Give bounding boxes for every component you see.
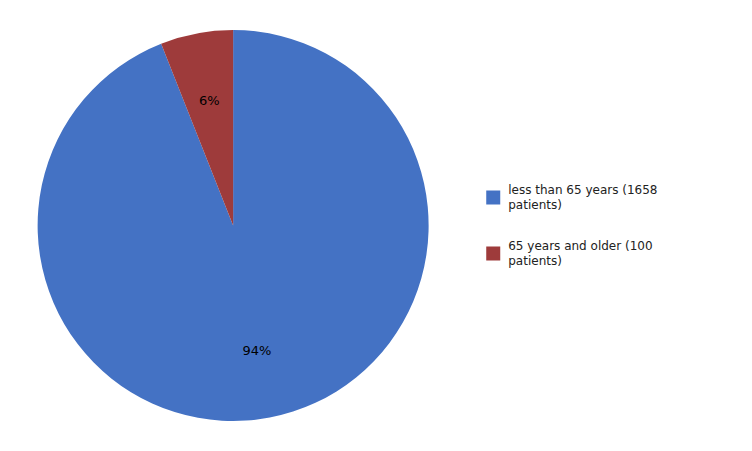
slice <box>38 30 429 421</box>
legend-label: less than 65 years (1658patients) <box>508 183 657 212</box>
legend-swatch <box>486 247 500 261</box>
data-label: 94% <box>242 343 271 358</box>
slices <box>38 30 429 421</box>
data-label: 6% <box>199 93 220 108</box>
slice <box>161 30 233 226</box>
legend-label-line: less than 65 years (1658 <box>508 183 657 197</box>
legend-label-line: patients) <box>508 254 562 268</box>
chart: 94%6%less than 65 years (1658patients)65… <box>0 0 752 451</box>
data-labels: 94% 6% <box>199 93 271 358</box>
pie: 94% 6% <box>38 30 429 421</box>
legend-label-line: patients) <box>508 198 562 212</box>
legend-label-line: 65 years and older (100 <box>508 239 652 253</box>
legend-label: 65 years and older (100patients) <box>508 239 652 268</box>
legend-swatch <box>486 191 500 205</box>
legend: less than 65 years (1658patients)65 year… <box>486 183 657 268</box>
